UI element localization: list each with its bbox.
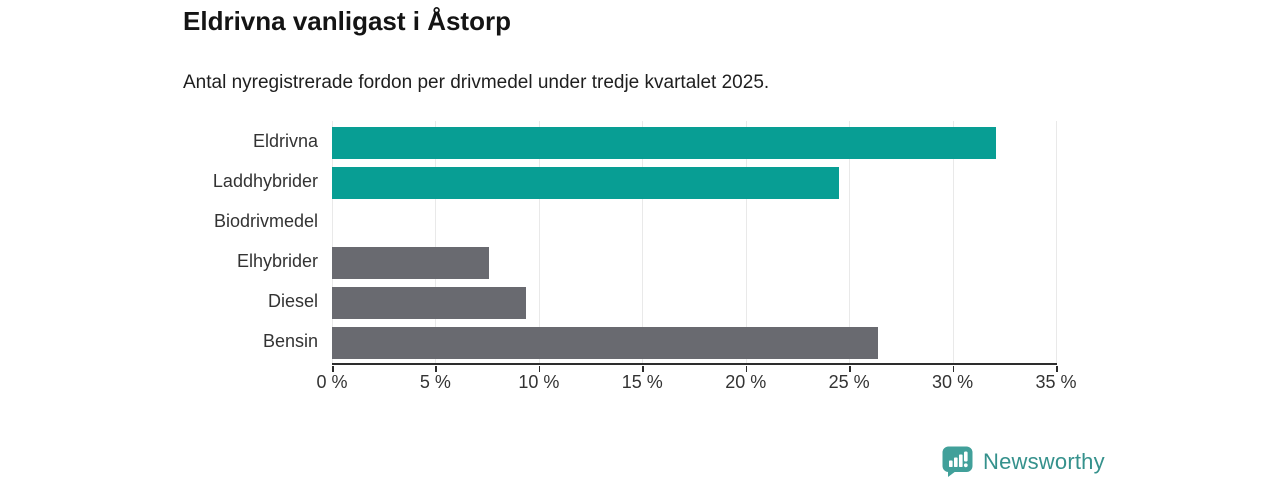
newsworthy-logo: Newsworthy (941, 445, 1105, 478)
bar-eldrivna (332, 127, 996, 159)
bar-laddhybrider (332, 167, 839, 199)
gridline (849, 121, 851, 363)
x-tick-mark (1056, 366, 1058, 372)
y-axis-labels: Eldrivna Laddhybrider Biodrivmedel Elhybrid… (60, 121, 318, 363)
newsworthy-logo-icon (942, 446, 973, 477)
x-tick-mark (642, 366, 644, 372)
x-tick-label: 30 % (932, 372, 974, 392)
gridline (1056, 121, 1057, 363)
bar-bensin (332, 327, 879, 359)
gridline (332, 121, 333, 363)
x-tick-label: 25 % (828, 372, 870, 392)
bar-elhybrider (332, 247, 490, 279)
y-category-label: Elhybrider (236, 250, 318, 271)
gridline (952, 121, 954, 363)
chart-subtitle: Antal nyregistrerade fordon per drivmede… (183, 72, 770, 93)
x-tick-label: 10 % (518, 372, 560, 392)
x-tick-label: 0 % (316, 372, 348, 392)
y-category-label: Bensin (262, 330, 318, 351)
gridline (538, 121, 540, 363)
x-tick-mark (849, 366, 851, 372)
x-axis-line (332, 363, 1058, 372)
x-tick-label: 15 % (621, 372, 663, 392)
x-tick-mark (332, 366, 334, 372)
x-tick-label: 35 % (1035, 372, 1077, 392)
x-tick-label: 5 % (419, 372, 451, 392)
x-tick-mark (745, 366, 748, 372)
y-category-label: Biodrivmedel (213, 210, 318, 231)
gridline (745, 121, 747, 363)
chart-title: Eldrivna vanligast i Åstorp (183, 6, 511, 36)
bar-diesel (332, 287, 527, 319)
x-tick-label: 20 % (725, 372, 767, 392)
plot-area (332, 121, 1057, 363)
y-category-label: Eldrivna (252, 130, 318, 151)
x-tick-mark (435, 366, 437, 372)
x-axis-tick-labels: 0 % 5 % 10 % 15 % 20 % 25 % 30 % 35 % (316, 372, 1076, 396)
newsworthy-logo-text: Newsworthy (983, 448, 1105, 474)
x-tick-mark (538, 366, 541, 372)
gridline (435, 121, 437, 363)
gridline (642, 121, 644, 363)
x-tick-mark (952, 366, 955, 372)
y-category-label: Laddhybrider (212, 170, 318, 191)
y-category-label: Diesel (267, 290, 318, 311)
